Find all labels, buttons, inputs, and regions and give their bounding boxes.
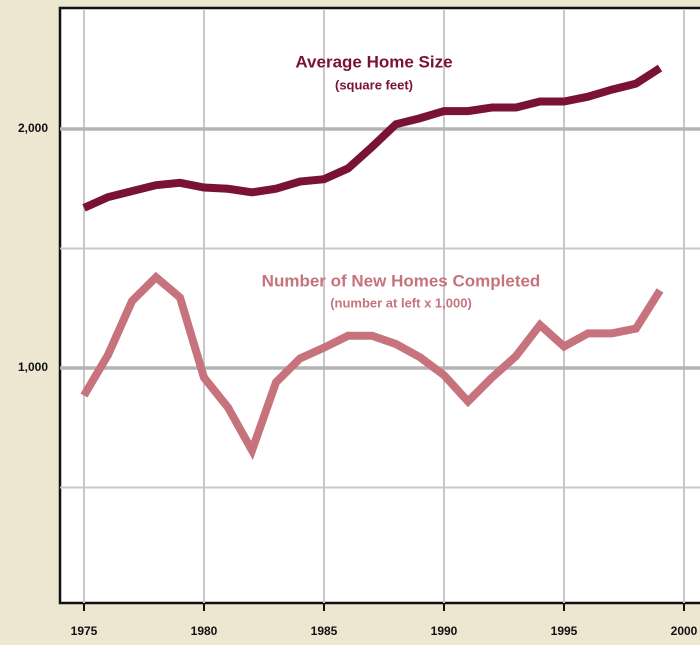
x-tick-label: 2000	[671, 624, 698, 638]
y-tick-label: 2,000	[18, 121, 48, 135]
plot-area	[58, 6, 700, 605]
y-tick-label: 1,000	[18, 360, 48, 374]
x-tick-label: 1990	[431, 624, 458, 638]
x-tick-label: 1975	[71, 624, 98, 638]
series-note: (square feet)	[335, 77, 413, 92]
series-label: Number of New Homes Completed	[262, 271, 541, 290]
line-series	[82, 64, 663, 212]
x-tick-label: 1985	[311, 624, 338, 638]
series-label: Average Home Size	[295, 52, 452, 71]
x-tick-label: 1980	[191, 624, 218, 638]
line-series	[80, 271, 664, 461]
series-note: (number at left x 1,000)	[330, 295, 472, 310]
x-tick-label: 1995	[551, 624, 578, 638]
